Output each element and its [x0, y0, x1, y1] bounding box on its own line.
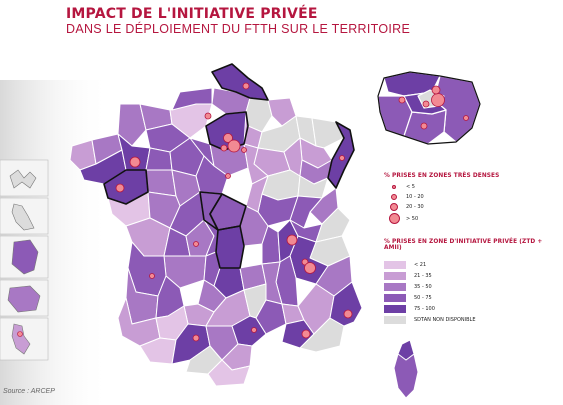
bubble-marseille — [301, 329, 311, 339]
page-subtitle: DANS LE DÉPLOIEMENT DU FTTH SUR LE TERRI… — [66, 22, 411, 36]
reunion-shape — [7, 285, 41, 313]
idf-outline — [377, 71, 481, 145]
dept-pyrenees-or — [207, 359, 251, 387]
outline-nord — [211, 63, 269, 101]
bubble-vienne — [193, 241, 199, 247]
bubble-swatch-xlarge — [388, 213, 400, 224]
zone-legend-label: 50 - 75 — [414, 294, 432, 301]
zone-legend-row: 35 - 50 — [384, 281, 559, 292]
corse-north — [397, 339, 415, 361]
guyane-shape — [11, 239, 39, 275]
idf-bubbles — [398, 85, 469, 130]
bubble-legend-label: > 50 — [406, 215, 419, 222]
bubbles-legend: < 5 10 - 20 20 - 30 > 50 — [384, 182, 559, 225]
idf-inset — [377, 71, 481, 145]
bubble-paris-2 — [227, 139, 241, 153]
bubble-strasbourg — [339, 155, 345, 161]
zone-legend-label: 75 - 100 — [414, 305, 435, 312]
highlight-outlines — [103, 63, 355, 269]
zone-swatch — [384, 315, 406, 324]
dept-isere — [289, 235, 329, 285]
overseas — [0, 159, 49, 361]
bubble-montpellier — [251, 327, 257, 333]
dept-nievre — [245, 175, 269, 213]
bubble-lyon — [286, 234, 298, 246]
page-title: IMPACT DE L'INITIATIVE PRIVÉE — [66, 6, 318, 22]
zone-legend-label: 21 - 35 — [414, 272, 432, 279]
outline-idf — [205, 111, 249, 151]
dept-puy-dome — [215, 225, 245, 269]
france-departments — [69, 63, 363, 387]
idf-bubble-east — [463, 115, 469, 121]
dept-haute-saone — [297, 175, 329, 199]
bubble-legend-row: 10 - 20 — [386, 192, 559, 202]
bubble-rennes — [129, 156, 141, 168]
zones-legend: < 21 21 - 35 35 - 50 50 - 75 75 - 100 SD… — [384, 259, 559, 325]
bubble-paris-1 — [223, 133, 233, 143]
bubble-nantes — [115, 183, 125, 193]
zone-legend-row: SDTAN NON DISPONIBLE — [384, 314, 559, 325]
bubble-legend-label: < 5 — [406, 184, 415, 190]
idf-bubble-93 — [431, 85, 441, 95]
zone-legend-label: SDTAN NON DISPONIBLE — [414, 316, 476, 323]
bubble-rouen — [204, 112, 212, 120]
dept-alpes-maritimes — [329, 281, 363, 327]
bubbles-legend-title: % PRISES EN ZONES TRÈS DENSES — [384, 173, 500, 179]
dept-moselle — [311, 117, 345, 149]
bubble-paris-3 — [220, 144, 228, 152]
ztd-bubbles — [115, 82, 353, 342]
dept-seine-maritime — [171, 87, 213, 111]
bubble-paris-4 — [241, 147, 247, 153]
zone-swatch — [384, 260, 406, 269]
bubble-swatch-large — [390, 203, 398, 211]
bubble-swatch-small — [392, 185, 396, 189]
bubble-legend-row: 20 - 30 — [386, 202, 559, 212]
zone-legend-row: 21 - 35 — [384, 270, 559, 281]
zones-legend-title: % PRISES EN ZONE D'INITIATIVE PRIVÉE (ZT… — [384, 239, 543, 251]
zone-legend-label: < 21 — [414, 261, 427, 268]
dept-mayenne — [145, 147, 173, 171]
zone-swatch — [384, 304, 406, 313]
bubble-bordeaux — [149, 273, 155, 279]
zone-swatch — [384, 271, 406, 280]
bubble-lille — [242, 82, 250, 90]
martinique-shape — [11, 203, 35, 231]
zone-legend-label: 35 - 50 — [414, 283, 432, 290]
idf-bubble-south — [420, 122, 428, 130]
legend: % PRISES EN ZONES TRÈS DENSES < 5 10 - 2… — [384, 173, 559, 325]
bubble-swatch-medium — [391, 194, 397, 200]
bubble-legend-label: 20 - 30 — [406, 204, 424, 210]
bubble-nice — [343, 309, 353, 319]
idf-bubble-paris — [431, 93, 445, 107]
dept-haute-savoie — [315, 207, 351, 243]
zone-legend-row: 50 - 75 — [384, 292, 559, 303]
bubble-orleans — [225, 173, 231, 179]
idf-bubble-west — [398, 96, 406, 104]
bubble-legend-label: 10 - 20 — [406, 194, 424, 200]
outline-loire-atl — [103, 169, 149, 205]
source-note: Source : ARCEP — [3, 388, 55, 395]
bubble-legend-row: < 5 — [386, 182, 559, 192]
bubble-grenoble-2 — [304, 262, 316, 274]
bubble-legend-row: > 50 — [386, 212, 559, 225]
guadeloupe-shape — [9, 169, 37, 189]
bubble-toulouse — [192, 334, 200, 342]
zone-legend-row: < 21 — [384, 259, 559, 270]
mayotte-bubble — [17, 331, 23, 337]
zone-legend-row: 75 - 100 — [384, 303, 559, 314]
zone-swatch — [384, 293, 406, 302]
title-block: IMPACT DE L'INITIATIVE PRIVÉE DANS LE DÉ… — [66, 6, 410, 36]
zone-swatch — [384, 282, 406, 291]
mayotte-shape — [11, 323, 31, 355]
outline-alsace — [327, 121, 355, 189]
dept-manche — [117, 103, 147, 147]
idf-bubble-92 — [422, 100, 430, 108]
outline-creuse-allier — [215, 225, 245, 269]
